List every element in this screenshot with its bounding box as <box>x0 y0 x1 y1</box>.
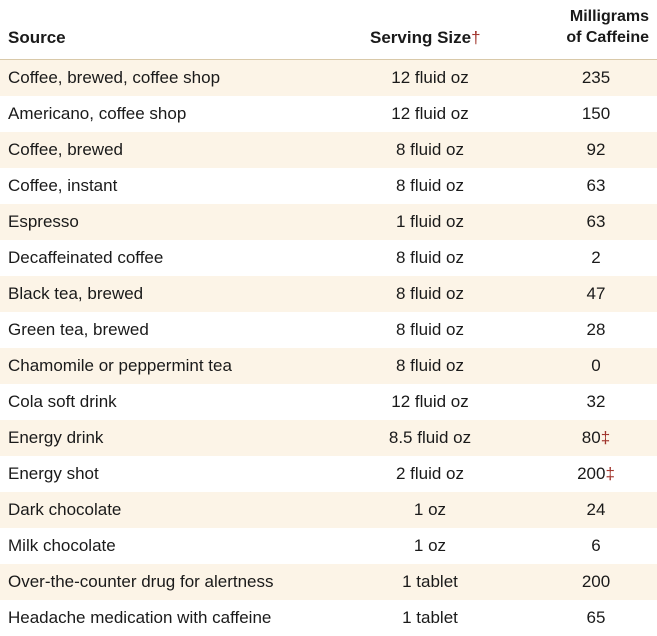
table-row: Decaffeinated coffee 8 fluid oz 2 <box>0 240 657 276</box>
cell-source: Dark chocolate <box>8 500 122 519</box>
cell-serving-size: 8 fluid oz <box>395 320 465 339</box>
cell-source: Coffee, brewed <box>8 140 123 159</box>
cell-mg-value: 32 <box>586 392 606 411</box>
cell-source: Energy drink <box>8 428 104 447</box>
cell-mg-value: 2 <box>591 248 601 267</box>
cell-source: Headache medication with caffeine <box>8 608 272 627</box>
table-body: Coffee, brewed, coffee shop 12 fluid oz 23… <box>0 60 657 636</box>
table-row: Over-the-counter drug for alertness 1 tab… <box>0 564 657 600</box>
table-row: Cola soft drink 12 fluid oz 32 <box>0 384 657 420</box>
cell-serving-size: 1 oz <box>413 536 447 555</box>
cell-source: Coffee, brewed, coffee shop <box>8 68 221 87</box>
table-row: Milk chocolate 1 oz 6 <box>0 528 657 564</box>
cell-mg-value: 63 <box>586 212 606 231</box>
cell-serving-size: 12 fluid oz <box>391 392 469 411</box>
cell-serving-size: 8 fluid oz <box>395 176 465 195</box>
cell-milligrams: 65 <box>540 600 652 636</box>
cell-serving-size: 12 fluid oz <box>391 68 469 87</box>
dagger-footnote-mark: † <box>471 28 481 47</box>
cell-source: Cola soft drink <box>8 392 117 411</box>
cell-milligrams: 92 <box>540 132 652 168</box>
cell-mg-value: 65 <box>586 608 606 627</box>
cell-serving-size: 8 fluid oz <box>395 356 465 375</box>
cell-mg-value: 235 <box>581 68 611 87</box>
table-row: Coffee, instant 8 fluid oz 63 <box>0 168 657 204</box>
cell-source: Milk chocolate <box>8 536 116 555</box>
table-row: Energy drink 8.5 fluid oz 80‡ <box>0 420 657 456</box>
cell-milligrams: 24 <box>540 492 652 528</box>
header-source: Source <box>8 28 66 47</box>
cell-source: Green tea, brewed <box>8 320 149 339</box>
cell-source: Chamomile or peppermint tea <box>8 356 232 375</box>
table-row: Chamomile or peppermint tea 8 fluid oz 0 <box>0 348 657 384</box>
double-dagger-footnote-mark: ‡ <box>600 428 611 447</box>
cell-milligrams: 80‡ <box>540 420 652 456</box>
cell-serving-size: 12 fluid oz <box>391 104 469 123</box>
cell-mg-value: 92 <box>586 140 606 159</box>
header-mg-line1: Milligrams <box>569 8 649 25</box>
cell-serving-size: 1 fluid oz <box>395 212 465 231</box>
table-row: Dark chocolate 1 oz 24 <box>0 492 657 528</box>
cell-source: Decaffeinated coffee <box>8 248 164 267</box>
cell-serving-size: 8 fluid oz <box>395 248 465 267</box>
cell-milligrams: 28 <box>540 312 652 348</box>
table-header: Source Serving Size† Milligrams of Caffe… <box>0 0 657 60</box>
cell-milligrams: 0 <box>540 348 652 384</box>
cell-mg-value: 24 <box>586 500 606 519</box>
cell-mg-value: 80 <box>581 428 601 447</box>
cell-milligrams: 32 <box>540 384 652 420</box>
cell-milligrams: 6 <box>540 528 652 564</box>
header-serving-label: Serving Size <box>370 28 472 47</box>
header-milligrams: Milligrams of Caffeine <box>529 6 649 48</box>
table-row: Coffee, brewed, coffee shop 12 fluid oz 23… <box>0 60 657 96</box>
cell-serving-size: 1 tablet <box>402 608 458 627</box>
table-row: Headache medication with caffeine 1 table… <box>0 600 657 636</box>
cell-milligrams: 2 <box>540 240 652 276</box>
cell-milligrams: 47 <box>540 276 652 312</box>
cell-mg-value: 150 <box>581 104 611 123</box>
cell-serving-size: 1 tablet <box>402 572 458 591</box>
cell-source: Black tea, brewed <box>8 284 144 303</box>
cell-mg-value: 0 <box>591 356 601 375</box>
cell-serving-size: 2 fluid oz <box>395 464 465 483</box>
cell-serving-size: 8 fluid oz <box>395 140 465 159</box>
table-row: Black tea, brewed 8 fluid oz 47 <box>0 276 657 312</box>
cell-milligrams: 235 <box>540 60 652 96</box>
cell-source: Espresso <box>8 212 79 231</box>
cell-mg-value: 200 <box>581 572 611 591</box>
cell-serving-size: 1 oz <box>413 500 447 519</box>
cell-milligrams: 200 <box>540 564 652 600</box>
table-row: Energy shot 2 fluid oz 200‡ <box>0 456 657 492</box>
cell-serving-size: 8 fluid oz <box>395 284 465 303</box>
double-dagger-footnote-mark: ‡ <box>605 464 615 483</box>
header-mg-line2: of Caffeine <box>566 29 649 46</box>
cell-source: Energy shot <box>8 464 99 483</box>
table-row: Coffee, brewed 8 fluid oz 92 <box>0 132 657 168</box>
cell-source: Coffee, instant <box>8 176 118 195</box>
cell-mg-value: 200 <box>577 464 606 483</box>
table-row: Green tea, brewed 8 fluid oz 28 <box>0 312 657 348</box>
cell-source: Americano, coffee shop <box>8 104 187 123</box>
table-row: Espresso 1 fluid oz 63 <box>0 204 657 240</box>
cell-milligrams: 63 <box>540 168 652 204</box>
cell-source: Over-the-counter drug for alertness <box>8 572 274 591</box>
cell-milligrams: 200‡ <box>540 456 652 492</box>
cell-mg-value: 63 <box>586 176 606 195</box>
header-serving-size: Serving Size† <box>370 28 481 48</box>
cell-mg-value: 28 <box>586 320 606 339</box>
table-row: Americano, coffee shop 12 fluid oz 150 <box>0 96 657 132</box>
cell-mg-value: 6 <box>591 536 601 555</box>
cell-serving-size: 8.5 fluid oz <box>388 428 472 447</box>
cell-milligrams: 63 <box>540 204 652 240</box>
cell-mg-value: 47 <box>586 284 606 303</box>
cell-milligrams: 150 <box>540 96 652 132</box>
